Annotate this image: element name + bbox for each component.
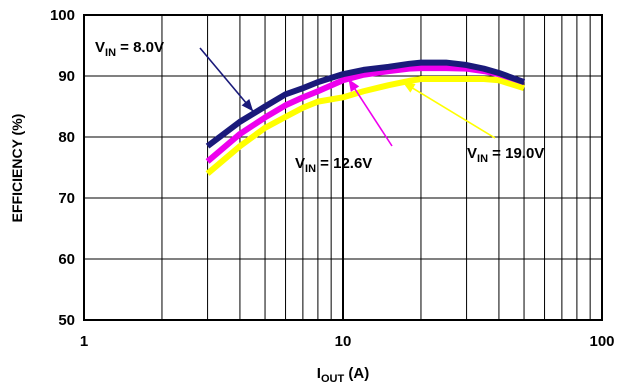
series-label-8.0V: VIN = 8.0V (95, 39, 164, 59)
x-axis-label: IOUT (A) (317, 365, 369, 385)
y-axis-label: EFFICIENCY (%) (9, 114, 25, 223)
series-label-19.0V: VIN = 19.0V (467, 145, 544, 165)
annotation-arrow-line (402, 81, 496, 139)
annotation-arrowhead (402, 82, 416, 93)
x-tick-label: 100 (589, 333, 614, 350)
annotation-arrow-line (199, 47, 254, 112)
y-tick-label: 50 (58, 312, 75, 329)
annotation-arrow-line (347, 78, 393, 147)
y-tick-label: 100 (50, 7, 75, 24)
axis-labels: IOUT (A) EFFICIENCY (%) (9, 114, 369, 385)
tick-labels: 1 10 100 50 60 70 80 90 100 (50, 7, 615, 350)
x-tick-label: 1 (80, 333, 88, 350)
x-tick-label: 10 (335, 333, 352, 350)
series-line-19.0V (205, 76, 525, 176)
y-tick-label: 90 (58, 68, 75, 85)
series-annotations: VIN = 8.0V VIN = 12.6V VIN = 19.0V (95, 39, 544, 175)
series-lines (205, 59, 526, 176)
y-tick-label: 80 (58, 129, 75, 146)
plot-frame (83, 14, 603, 321)
y-tick-label: 70 (58, 190, 75, 207)
y-tick-label: 60 (58, 251, 75, 268)
grid (84, 15, 602, 320)
series-line-8.0V (205, 59, 526, 149)
annotation-arrowhead (241, 98, 254, 112)
series-label-12.6V: VIN = 12.6V (295, 155, 372, 175)
annotation-arrowhead (348, 79, 360, 92)
